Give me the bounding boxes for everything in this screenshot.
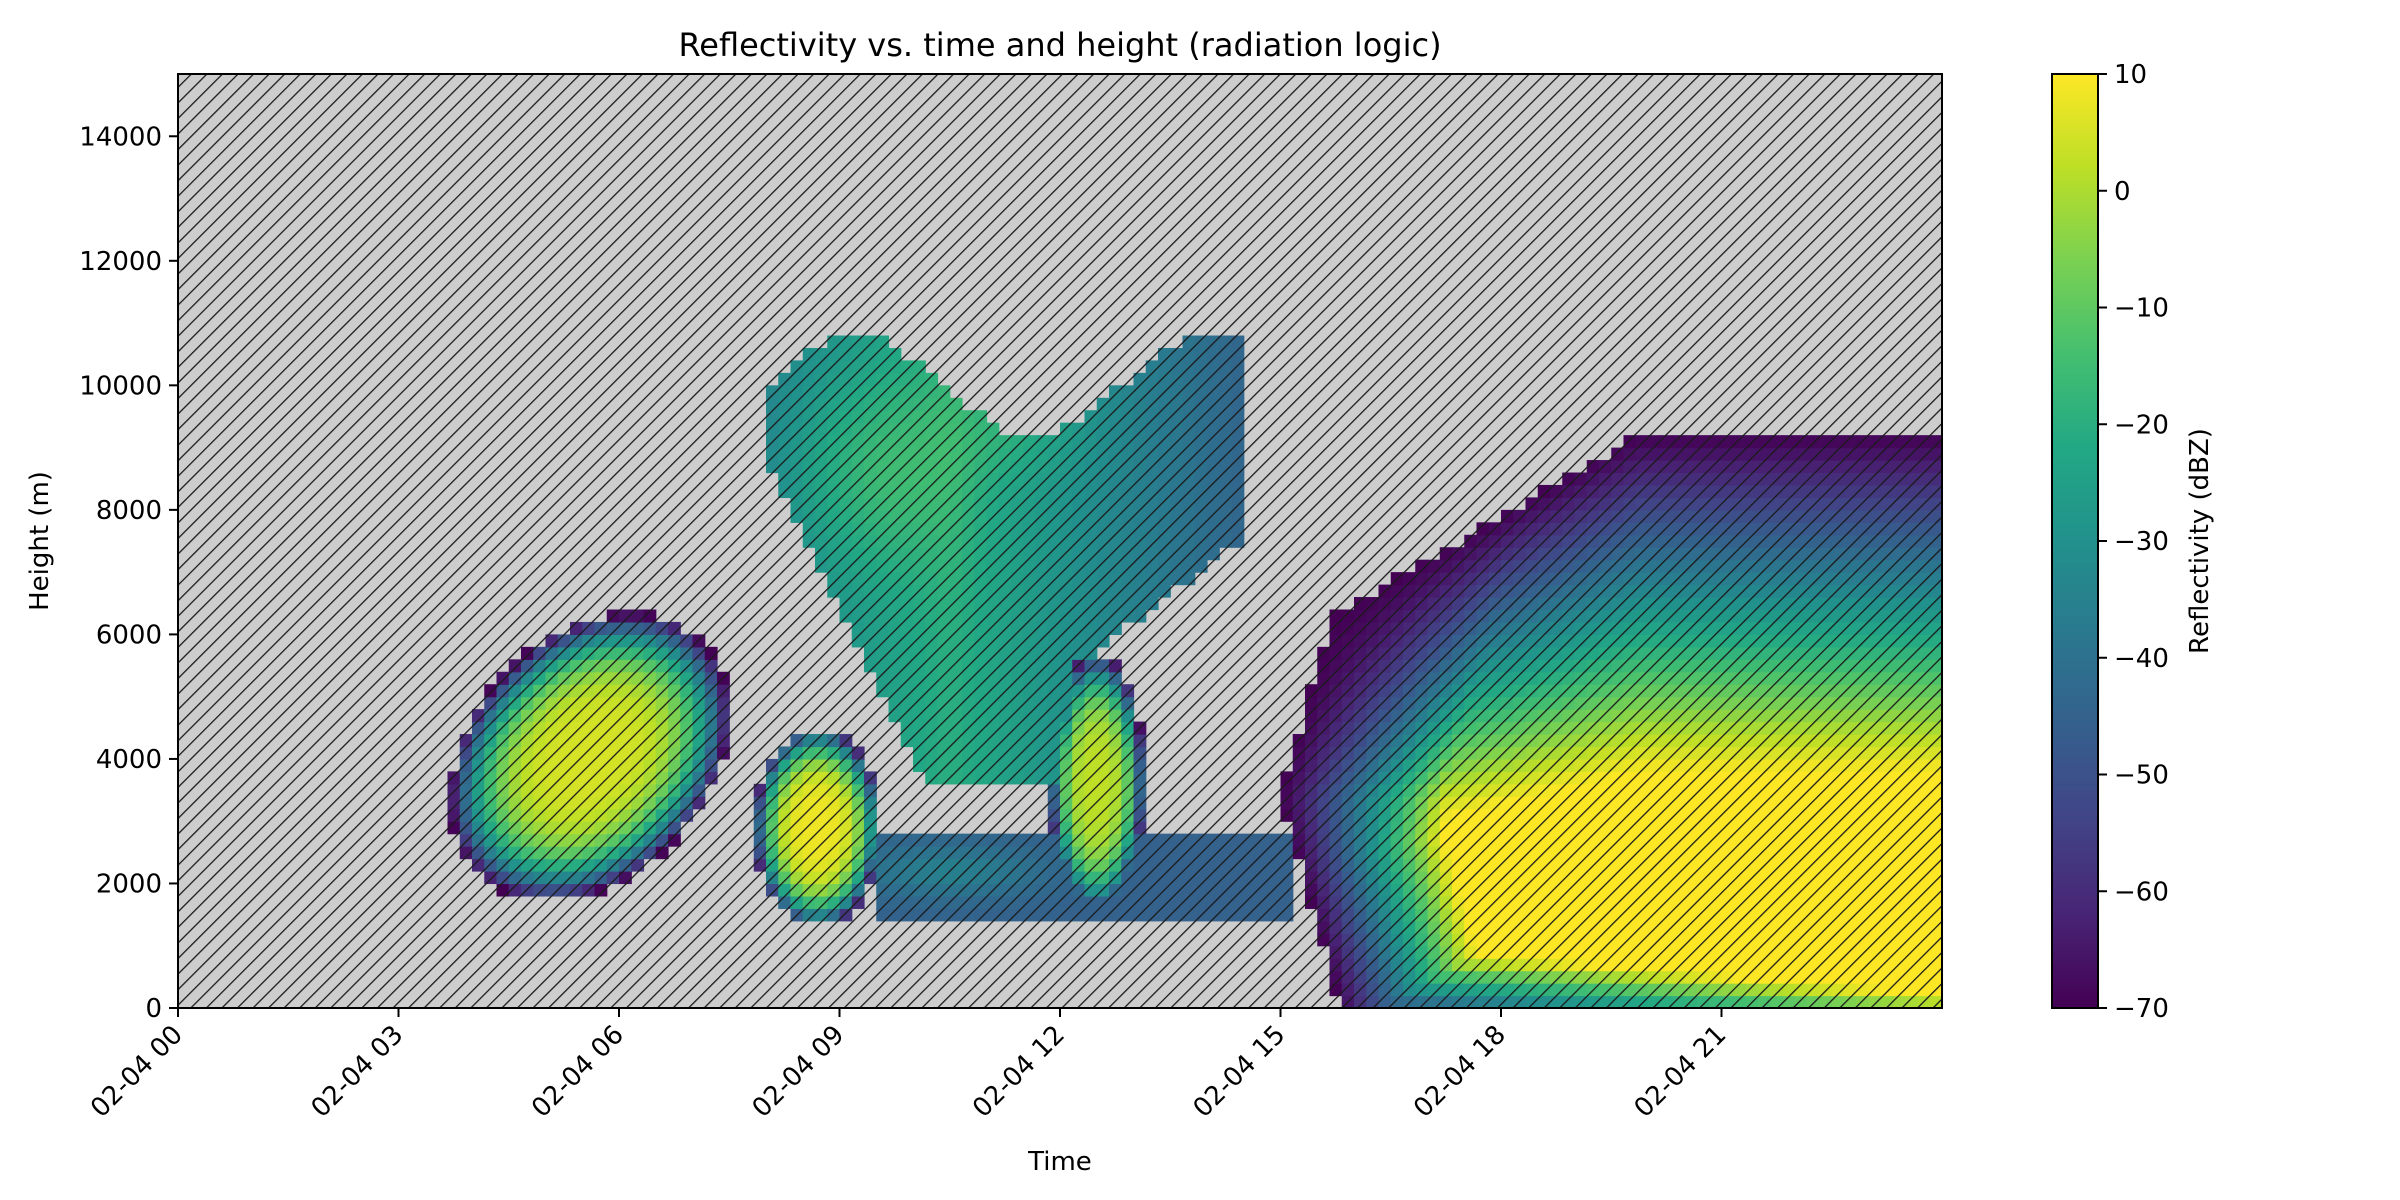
x-tick-label: 02-04 18 xyxy=(1408,1020,1512,1124)
y-axis-label: Height (m) xyxy=(25,471,55,611)
x-axis: 02-04 00 02-04 03 02-04 06 02-04 09 02-04 12… xyxy=(85,1008,1732,1124)
chart-title: Reflectivity vs. time and height (radiat… xyxy=(678,26,1441,64)
y-tick-label: 8000 xyxy=(96,496,162,526)
colorbar-tick-label: −70 xyxy=(2114,994,2169,1024)
colorbar: 10 0 −10 −20 −30 −40 −50 −60 −70 Reflectivity (d… xyxy=(2051,60,2215,1024)
x-tick-label: 02-04 09 xyxy=(747,1020,851,1124)
plot-area xyxy=(177,73,1943,1009)
colorbar-tick-label: 0 xyxy=(2114,177,2131,207)
y-tick-label: 14000 xyxy=(79,122,162,152)
x-tick-label: 02-04 21 xyxy=(1629,1020,1733,1124)
colorbar-tick-label: −60 xyxy=(2114,877,2169,907)
x-tick-label: 02-04 12 xyxy=(967,1020,1071,1124)
x-tick-label: 02-04 03 xyxy=(306,1020,410,1124)
x-tick-label: 02-04 00 xyxy=(85,1020,189,1124)
colorbar-tick-label: −30 xyxy=(2114,527,2169,557)
y-axis: 0 2000 4000 6000 8000 10000 12000 14000 xyxy=(79,122,178,1024)
x-tick-label: 02-04 06 xyxy=(526,1020,630,1124)
y-tick-label: 12000 xyxy=(79,247,162,277)
colorbar-tick-label: 10 xyxy=(2114,60,2147,90)
colorbar-tick-label: −50 xyxy=(2114,761,2169,791)
colorbar-ticks: 10 0 −10 −20 −30 −40 −50 −60 −70 xyxy=(2098,60,2169,1024)
y-tick-label: 4000 xyxy=(96,745,162,775)
colorbar-tick-label: −20 xyxy=(2114,410,2169,440)
nodata-hatch xyxy=(178,74,1942,1008)
y-tick-label: 2000 xyxy=(96,869,162,899)
colorbar-gradient xyxy=(2051,73,2099,1009)
x-tick-label: 02-04 15 xyxy=(1188,1020,1292,1124)
y-tick-label: 10000 xyxy=(79,371,162,401)
x-axis-label: Time xyxy=(1027,1147,1092,1177)
colorbar-tick-label: −40 xyxy=(2114,644,2169,674)
colorbar-label: Reflectivity (dBZ) xyxy=(2185,428,2215,654)
colorbar-tick-label: −10 xyxy=(2114,294,2169,324)
y-tick-label: 6000 xyxy=(96,620,162,650)
y-tick-label: 0 xyxy=(145,994,162,1024)
